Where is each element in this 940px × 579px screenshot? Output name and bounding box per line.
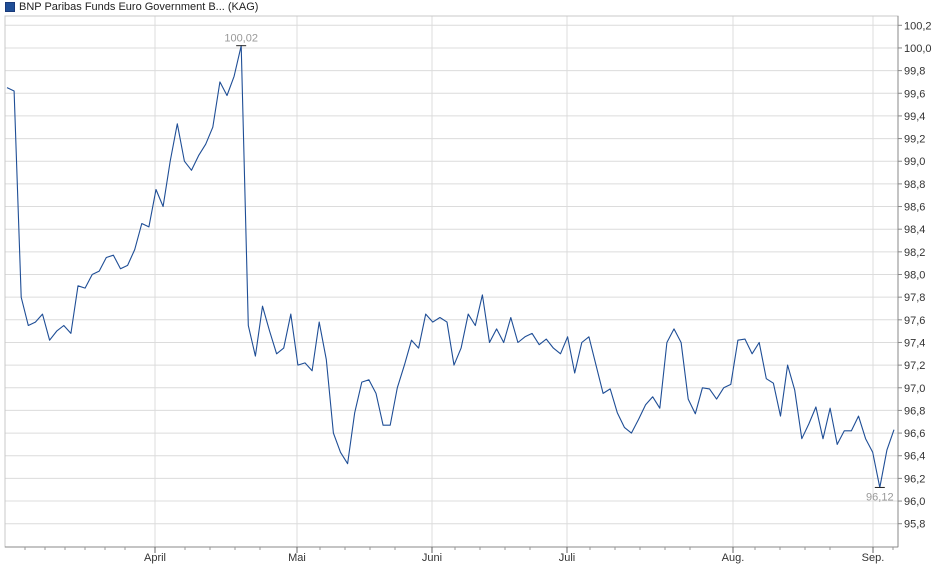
x-tick-label: Sep.	[862, 552, 885, 564]
y-tick-label: 99,0	[904, 156, 925, 168]
y-tick-label: 96,4	[904, 451, 925, 463]
y-tick-label: 97,4	[904, 337, 925, 349]
legend-swatch	[5, 2, 15, 12]
y-tick-label: 97,0	[904, 383, 925, 395]
x-tick-label: Juli	[559, 552, 576, 564]
y-tick-label: 98,2	[904, 247, 925, 259]
x-tick-label: Mai	[288, 552, 306, 564]
y-tick-label: 99,2	[904, 134, 925, 146]
plot-frame	[4, 15, 899, 548]
y-tick-label: 99,6	[904, 88, 925, 100]
legend: BNP Paribas Funds Euro Government B... (…	[5, 0, 258, 14]
y-tick-label: 96,8	[904, 405, 925, 417]
y-tick-label: 98,8	[904, 179, 925, 191]
y-tick-label: 96,6	[904, 428, 925, 440]
x-tick-label: Juni	[422, 552, 442, 564]
y-tick-label: 100,0	[904, 43, 932, 55]
min-label: 96,12	[866, 491, 894, 503]
y-tick-label: 96,0	[904, 496, 925, 508]
y-tick-label: 97,2	[904, 360, 925, 372]
y-tick-label: 100,2	[904, 20, 932, 32]
y-tick-label: 97,8	[904, 292, 925, 304]
y-tick-label: 95,8	[904, 519, 925, 531]
y-tick-label: 98,6	[904, 202, 925, 214]
y-tick-label: 96,2	[904, 473, 925, 485]
series-line	[6, 45, 895, 489]
x-tick-label: April	[144, 552, 166, 564]
y-tick-label: 98,0	[904, 270, 925, 282]
y-tick-label: 98,4	[904, 224, 925, 236]
y-tick-label: 99,4	[904, 111, 925, 123]
y-tick-label: 99,8	[904, 66, 925, 78]
x-tick-label: Aug.	[722, 552, 745, 564]
legend-label: BNP Paribas Funds Euro Government B... (…	[19, 1, 259, 13]
y-tick-label: 97,6	[904, 315, 925, 327]
max-label: 100,02	[224, 33, 258, 45]
